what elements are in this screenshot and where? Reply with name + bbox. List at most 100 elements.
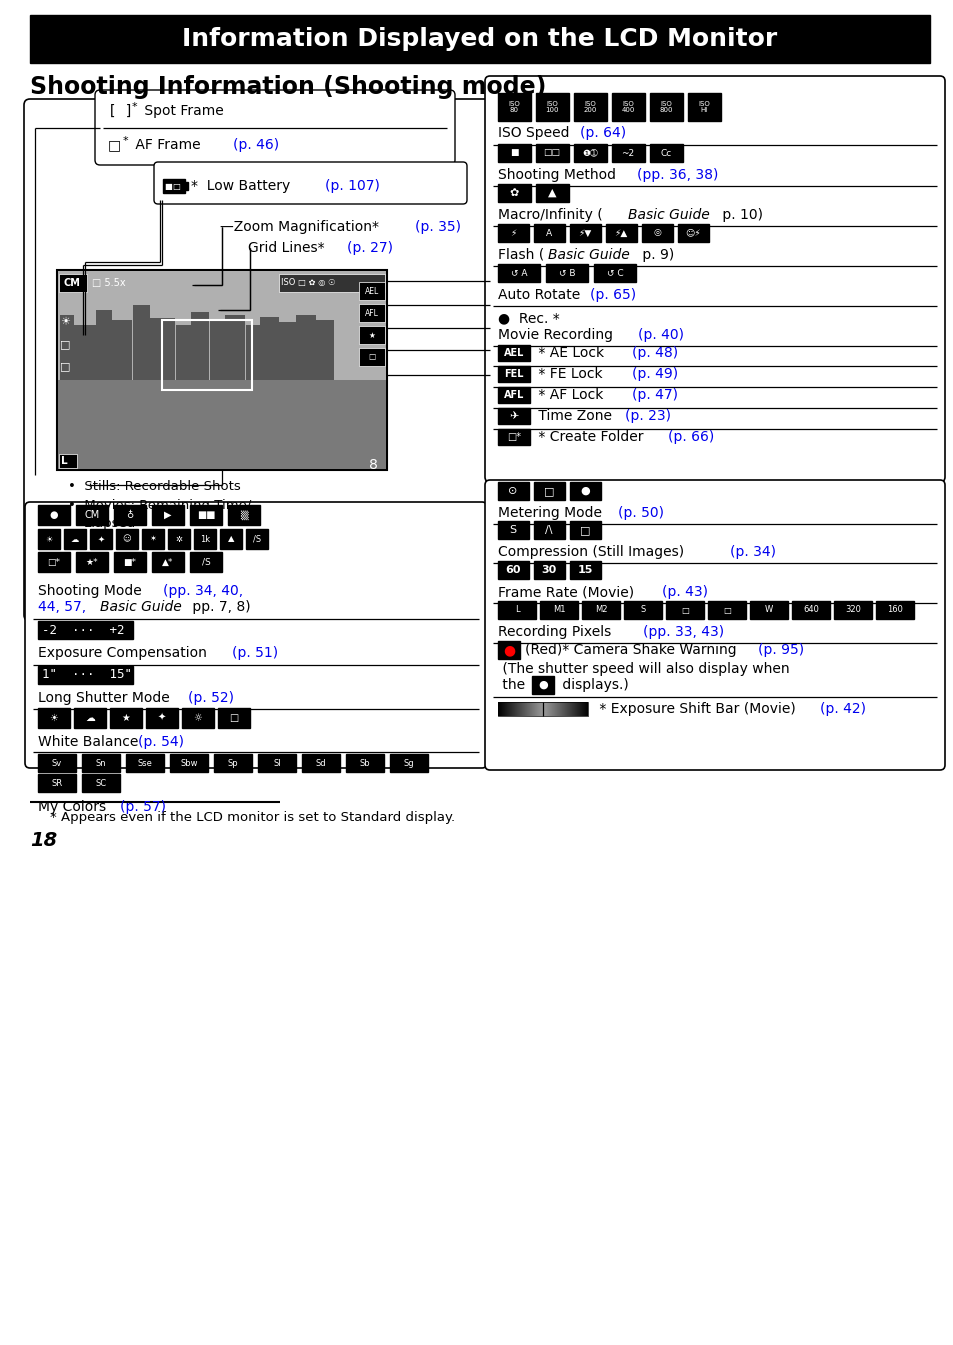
Bar [38,773,76,792]
Text: Sp: Sp [228,759,238,768]
Text: ISO
200: ISO 200 [582,101,596,113]
Text: ☺⚡: ☺⚡ [684,229,700,238]
Bar [707,601,745,619]
Bar [573,702,574,716]
Bar [497,429,530,445]
Bar [579,702,580,716]
Bar [175,325,191,381]
Text: M2: M2 [594,605,607,615]
Bar [534,521,564,539]
Bar [540,702,541,716]
Text: ★: ★ [121,713,131,724]
Text: 44, 57,: 44, 57, [38,600,91,615]
Bar [623,601,661,619]
Text: the: the [497,678,529,691]
Text: ⚡▲: ⚡▲ [614,229,627,238]
Bar [515,702,516,716]
Text: Sn: Sn [95,759,106,768]
Bar [315,320,334,381]
Text: (p. 52): (p. 52) [188,691,233,705]
Bar [537,702,538,716]
Bar [569,225,600,242]
Bar [82,773,120,792]
Bar [581,702,582,716]
Bar [559,702,560,716]
Text: ISO □ ✿ ◎ ☉: ISO □ ✿ ◎ ☉ [281,278,335,288]
Bar [132,305,150,381]
Bar [163,179,185,192]
Text: (p. 66): (p. 66) [667,430,714,444]
Bar [539,702,540,716]
Bar [246,325,260,381]
Bar [575,702,576,716]
Text: ↺ A: ↺ A [510,269,527,277]
Bar [506,702,507,716]
Bar [116,529,138,549]
Bar [534,702,535,716]
Text: ■■: ■■ [196,510,215,521]
Text: Sg: Sg [403,759,414,768]
Bar [497,144,531,161]
Bar [498,702,499,716]
Text: White Balance: White Balance [38,734,143,749]
Bar [58,381,386,469]
Bar [210,320,225,381]
Bar [497,366,530,382]
Bar [220,529,242,549]
Text: * AF Lock: * AF Lock [534,387,607,402]
Text: S: S [509,525,516,535]
Text: Shooting Method: Shooting Method [497,168,619,182]
Bar [358,348,385,366]
Bar [554,702,555,716]
Text: ✦: ✦ [158,713,166,724]
Bar [556,702,557,716]
Text: * AE Lock: * AE Lock [534,346,608,360]
Text: 18: 18 [30,830,57,850]
Text: 1k: 1k [200,534,210,543]
Bar [525,702,526,716]
Bar [497,521,529,539]
Bar [521,702,522,716]
Bar [511,702,512,716]
Bar [563,702,564,716]
Bar [170,755,208,772]
Bar [545,702,546,716]
Text: ☀: ☀ [60,317,70,327]
Bar [59,455,77,468]
Bar [581,601,619,619]
Text: Recording Pixels: Recording Pixels [497,625,615,639]
Bar [665,601,703,619]
Bar [503,702,504,716]
Text: ☀: ☀ [50,713,58,724]
Text: M1: M1 [552,605,565,615]
Text: ⊙: ⊙ [508,486,517,496]
Text: 1"  ···  15": 1" ··· 15" [42,668,132,682]
Bar [38,529,60,549]
FancyBboxPatch shape [95,90,455,165]
Bar [497,601,536,619]
Text: ♁: ♁ [127,510,133,521]
Text: 8: 8 [369,459,377,472]
Bar [568,702,569,716]
Bar [519,702,520,716]
Text: ISO
HI: ISO HI [698,101,709,113]
Bar [514,702,515,716]
Text: ▶: ▶ [164,510,172,521]
Text: FEL: FEL [504,369,523,379]
Bar [185,182,188,190]
Bar [509,702,510,716]
Bar [113,504,146,525]
Text: -2  ···  +2: -2 ··· +2 [42,624,125,636]
Bar [562,702,563,716]
Bar [278,274,385,292]
Text: ☁: ☁ [85,713,94,724]
Text: ●: ● [502,643,515,656]
Text: Basic Guide: Basic Guide [627,208,709,222]
Bar [687,93,720,121]
Bar [38,666,132,685]
Text: (p. 49): (p. 49) [631,367,678,381]
Text: Sv: Sv [51,759,62,768]
Bar [90,529,112,549]
Bar [574,702,575,716]
Bar [30,15,929,63]
